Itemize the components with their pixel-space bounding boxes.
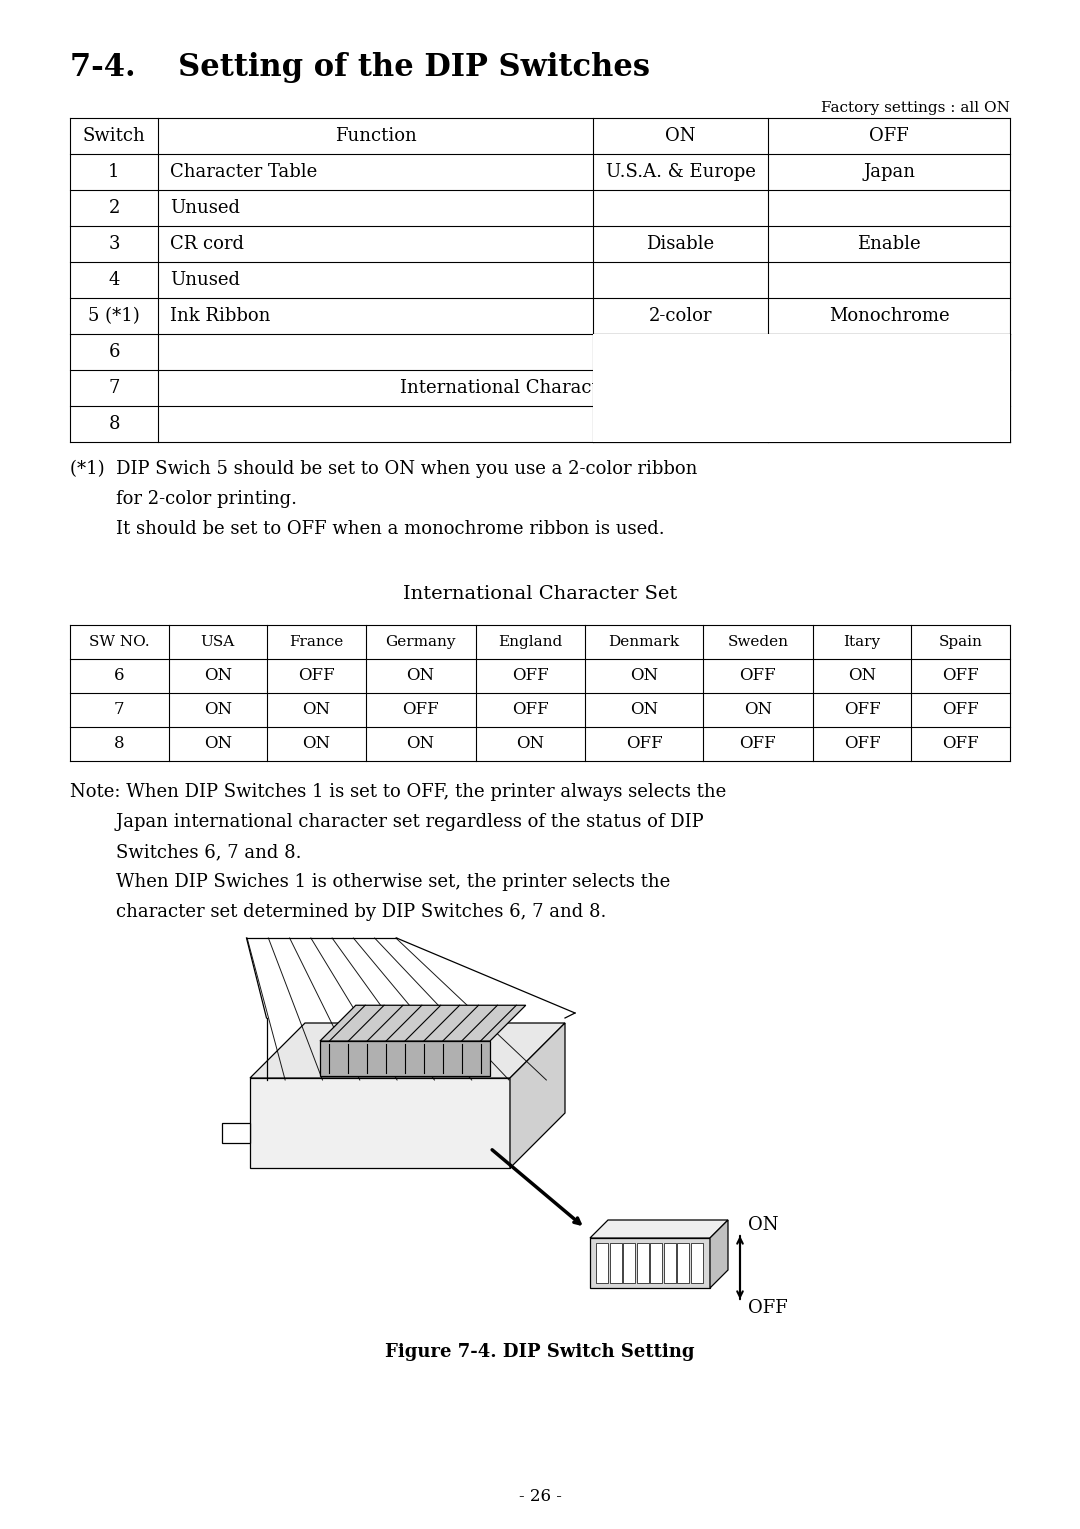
- Text: 7: 7: [114, 702, 124, 719]
- Text: (*1)  DIP Swich 5 should be set to ON when you use a 2-color ribbon: (*1) DIP Swich 5 should be set to ON whe…: [70, 460, 698, 479]
- Text: 7: 7: [108, 379, 120, 398]
- Text: Itary: Itary: [843, 635, 880, 648]
- Text: Switches 6, 7 and 8.: Switches 6, 7 and 8.: [70, 842, 301, 861]
- Polygon shape: [249, 1078, 510, 1168]
- Text: ON: ON: [302, 702, 330, 719]
- Text: ON: ON: [302, 735, 330, 752]
- Text: Japan international character set regardless of the status of DIP: Japan international character set regard…: [70, 813, 704, 830]
- Text: ON: ON: [748, 1216, 779, 1234]
- Text: OFF: OFF: [512, 668, 549, 685]
- Text: ON: ON: [204, 668, 232, 685]
- Text: OFF: OFF: [843, 735, 880, 752]
- Polygon shape: [320, 1005, 526, 1041]
- Text: Ink Ribbon: Ink Ribbon: [170, 307, 270, 326]
- Text: 3: 3: [108, 235, 120, 252]
- Text: OFF: OFF: [298, 668, 335, 685]
- Text: France: France: [289, 635, 343, 648]
- Polygon shape: [510, 1023, 565, 1168]
- Bar: [593, 333, 1010, 442]
- Polygon shape: [710, 1220, 728, 1287]
- Text: Disable: Disable: [647, 235, 715, 252]
- Text: Enable: Enable: [858, 235, 921, 252]
- Polygon shape: [222, 1122, 249, 1144]
- Text: 5 (*1): 5 (*1): [89, 307, 140, 326]
- Text: ON: ON: [848, 668, 876, 685]
- Text: Note: When DIP Switches 1 is set to OFF, the printer always selects the: Note: When DIP Switches 1 is set to OFF,…: [70, 783, 726, 801]
- Text: It should be set to OFF when a monochrome ribbon is used.: It should be set to OFF when a monochrom…: [70, 520, 664, 538]
- Text: 8: 8: [108, 414, 120, 433]
- Bar: [623, 1243, 635, 1283]
- Polygon shape: [590, 1220, 728, 1238]
- Text: England: England: [498, 635, 563, 648]
- Text: OFF: OFF: [748, 1300, 787, 1316]
- Text: 2: 2: [108, 199, 120, 217]
- Polygon shape: [249, 1023, 565, 1078]
- Text: Function: Function: [335, 127, 417, 145]
- Text: OFF: OFF: [943, 668, 980, 685]
- Text: OFF: OFF: [740, 668, 777, 685]
- Bar: [663, 1243, 676, 1283]
- Text: 6: 6: [108, 342, 120, 361]
- Text: U.S.A. & Europe: U.S.A. & Europe: [606, 164, 755, 180]
- Bar: [609, 1243, 622, 1283]
- Text: OFF: OFF: [625, 735, 662, 752]
- Text: ON: ON: [744, 702, 772, 719]
- Text: ON: ON: [630, 668, 658, 685]
- Text: ON: ON: [204, 735, 232, 752]
- Text: Unused: Unused: [170, 199, 240, 217]
- Text: Denmark: Denmark: [609, 635, 679, 648]
- Text: When DIP Swiches 1 is otherwise set, the printer selects the: When DIP Swiches 1 is otherwise set, the…: [70, 873, 671, 891]
- Text: 7-4.    Setting of the DIP Switches: 7-4. Setting of the DIP Switches: [70, 52, 650, 83]
- Text: - 26 -: - 26 -: [518, 1488, 562, 1505]
- Text: ON: ON: [204, 702, 232, 719]
- Text: Germany: Germany: [386, 635, 456, 648]
- Text: 8: 8: [114, 735, 124, 752]
- Text: Factory settings : all ON: Factory settings : all ON: [821, 101, 1010, 115]
- Text: ON: ON: [406, 668, 435, 685]
- Text: ON: ON: [665, 127, 696, 145]
- Text: OFF: OFF: [403, 702, 440, 719]
- Text: Figure 7-4. DIP Switch Setting: Figure 7-4. DIP Switch Setting: [386, 1342, 694, 1361]
- Text: Monochrome: Monochrome: [828, 307, 949, 326]
- Bar: [650, 1243, 662, 1283]
- Bar: [677, 1243, 689, 1283]
- Text: International Character Set (See below): International Character Set (See below): [401, 379, 768, 398]
- Text: Japan: Japan: [863, 164, 915, 180]
- Text: ON: ON: [630, 702, 658, 719]
- Text: OFF: OFF: [943, 735, 980, 752]
- Text: Sweden: Sweden: [728, 635, 788, 648]
- Text: International Character Set: International Character Set: [403, 586, 677, 602]
- Text: OFF: OFF: [943, 702, 980, 719]
- Bar: [690, 1243, 703, 1283]
- Text: Unused: Unused: [170, 271, 240, 289]
- Text: Spain: Spain: [939, 635, 983, 648]
- Text: OFF: OFF: [512, 702, 549, 719]
- Text: CR cord: CR cord: [170, 235, 244, 252]
- Text: ON: ON: [406, 735, 435, 752]
- Text: OFF: OFF: [869, 127, 909, 145]
- Text: 6: 6: [114, 668, 124, 685]
- Polygon shape: [320, 1041, 490, 1076]
- Bar: [596, 1243, 608, 1283]
- Text: 2-color: 2-color: [649, 307, 712, 326]
- Text: Switch: Switch: [83, 127, 146, 145]
- Text: character set determined by DIP Switches 6, 7 and 8.: character set determined by DIP Switches…: [70, 904, 606, 920]
- Text: for 2-color printing.: for 2-color printing.: [70, 489, 297, 508]
- Text: SW NO.: SW NO.: [89, 635, 150, 648]
- Text: 4: 4: [108, 271, 120, 289]
- Text: Character Table: Character Table: [170, 164, 318, 180]
- Text: ON: ON: [516, 735, 544, 752]
- Text: OFF: OFF: [843, 702, 880, 719]
- Text: USA: USA: [201, 635, 235, 648]
- Text: OFF: OFF: [740, 735, 777, 752]
- Bar: [636, 1243, 649, 1283]
- Text: 1: 1: [108, 164, 120, 180]
- Bar: [590, 1238, 710, 1287]
